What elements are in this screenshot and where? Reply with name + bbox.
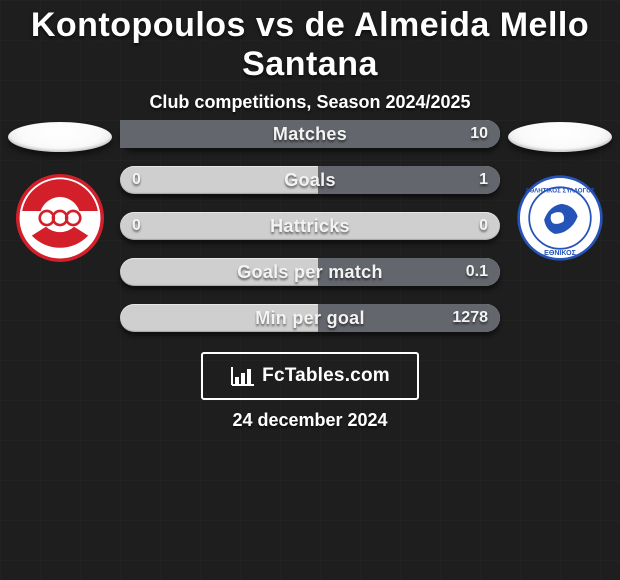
brand-box: FcTables.com [201, 352, 419, 400]
right-player-column: ΑΘΛΗΤΙΚΟΣ ΣΥΛΛΟΓΟΣ ΕΘΝΙΚΟΣ [500, 116, 620, 262]
date-label: 24 december 2024 [0, 410, 620, 431]
svg-text:ΑΘΛΗΤΙΚΟΣ ΣΥΛΛΟΓΟΣ: ΑΘΛΗΤΙΚΟΣ ΣΥΛΛΟΓΟΣ [525, 187, 595, 194]
bar-chart-icon [230, 365, 256, 387]
stat-row-hattricks: 0 Hattricks 0 [120, 212, 500, 240]
stat-label: Matches [273, 124, 347, 145]
page-subtitle: Club competitions, Season 2024/2025 [0, 92, 620, 113]
stat-row-matches: Matches 10 [120, 120, 500, 148]
right-player-silhouette [508, 122, 612, 152]
page-title: Kontopoulos vs de Almeida Mello Santana [0, 0, 620, 84]
stat-fill-right [318, 166, 500, 194]
stat-value-left: 0 [132, 171, 141, 189]
stat-label: Goals [284, 170, 336, 191]
shield-icon: ΑΘΛΗΤΙΚΟΣ ΣΥΛΛΟΓΟΣ ΕΘΝΙΚΟΣ [516, 174, 604, 262]
left-player-column [0, 116, 120, 262]
stat-value-right: 0 [479, 217, 488, 235]
comparison-card: Kontopoulos vs de Almeida Mello Santana … [0, 0, 620, 580]
stat-row-goals-per-match: Goals per match 0.1 [120, 258, 500, 286]
comparison-body: Matches 10 0 Goals 1 0 Hattricks 0 [0, 116, 620, 376]
right-club-badge: ΑΘΛΗΤΙΚΟΣ ΣΥΛΛΟΓΟΣ ΕΘΝΙΚΟΣ [516, 174, 604, 262]
stat-label: Hattricks [270, 216, 350, 237]
svg-text:ΕΘΝΙΚΟΣ: ΕΘΝΙΚΟΣ [544, 250, 576, 257]
stat-value-right: 1 [479, 171, 488, 189]
shield-icon [16, 174, 104, 262]
left-club-badge [16, 174, 104, 262]
stat-rows: Matches 10 0 Goals 1 0 Hattricks 0 [120, 116, 500, 332]
stat-label: Min per goal [255, 308, 365, 329]
brand-text: FcTables.com [262, 365, 390, 387]
stat-value-left: 0 [132, 217, 141, 235]
stat-label: Goals per match [237, 262, 383, 283]
stat-value-right: 1278 [452, 309, 488, 327]
left-player-silhouette [8, 122, 112, 152]
stat-value-right: 0.1 [466, 263, 488, 281]
stat-value-right: 10 [470, 125, 488, 143]
stat-row-min-per-goal: Min per goal 1278 [120, 304, 500, 332]
stat-row-goals: 0 Goals 1 [120, 166, 500, 194]
